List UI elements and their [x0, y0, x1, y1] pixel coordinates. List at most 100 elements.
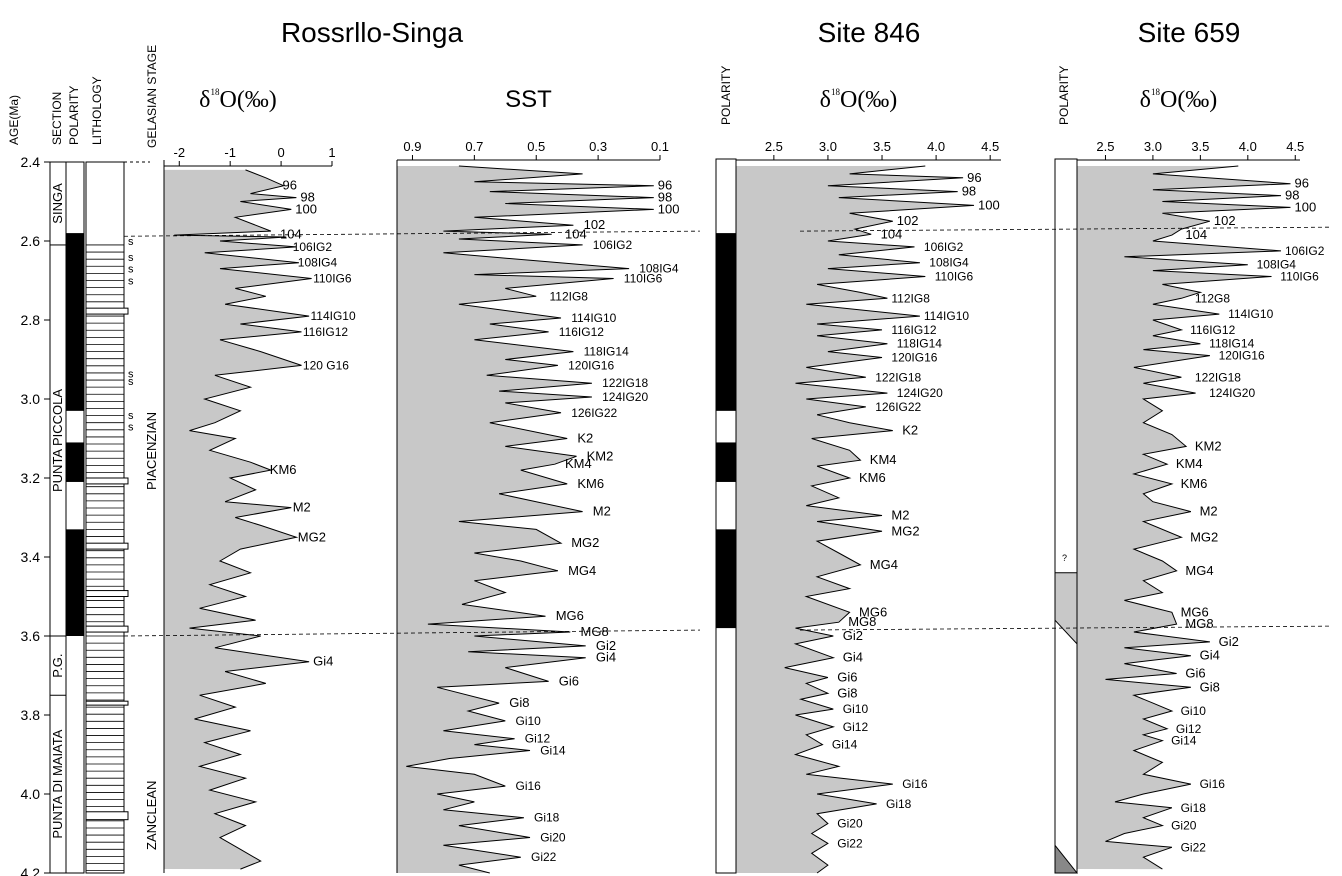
- event-label: 118IG14: [1209, 337, 1254, 351]
- polarity-column-659: [1054, 158, 1078, 874]
- age-tick-label: 2.8: [21, 312, 41, 328]
- event-label: 120IG16: [891, 351, 937, 365]
- event-label: Gi4: [843, 650, 863, 665]
- event-label: Gi12: [525, 732, 551, 746]
- age-axis: AGE(Ma) 2.4 2.6 2.8 3.0 3.2 3.4 3.6 3.8 4.0 4.2: [7, 95, 51, 876]
- section-unit-label: SINGA: [50, 183, 65, 224]
- event-label: Gi6: [1185, 666, 1205, 681]
- x-tick-label: 4.5: [981, 139, 999, 154]
- title-unit: O(‰): [1160, 87, 1217, 113]
- event-label: MG4: [568, 563, 596, 578]
- polarity-label-659: POLARITY: [1057, 66, 1071, 125]
- event-label: MG2: [571, 535, 599, 550]
- x-tick-label: 3.5: [873, 139, 891, 154]
- lithology-protruding-bed: [85, 700, 129, 706]
- age-tick-label: 3.6: [21, 628, 41, 644]
- event-label: Gi22: [531, 850, 557, 864]
- event-label: MG4: [870, 557, 898, 572]
- event-label: MG2: [891, 523, 919, 538]
- title-site-846: Site 846: [818, 17, 921, 48]
- event-label: 108IG4: [929, 256, 969, 270]
- event-label: Gi14: [540, 744, 566, 758]
- age-tick-label: 4.0: [21, 786, 41, 802]
- title-superscript: 18: [210, 87, 220, 97]
- event-label: MG4: [1185, 563, 1213, 578]
- event-label: Gi14: [832, 738, 858, 752]
- event-label: Gi16: [1200, 777, 1226, 791]
- event-label: 106IG2: [593, 238, 633, 252]
- sapropel-marker: s: [128, 376, 134, 388]
- age-tick-label: 3.2: [21, 470, 41, 486]
- stage-boundary-line: [799, 625, 1331, 631]
- sapropel-marker: s: [128, 236, 134, 248]
- event-label: 122IG18: [875, 370, 921, 384]
- event-label: Gi4: [596, 650, 616, 665]
- polarity-normal-chron: [716, 442, 736, 482]
- polarity-normal-chron: [716, 233, 736, 411]
- x-tick-label: 1: [328, 145, 335, 160]
- event-label: M2: [1200, 504, 1218, 519]
- event-label: Gi6: [559, 673, 579, 688]
- event-label: KM4: [870, 452, 897, 467]
- series-area: [164, 169, 312, 870]
- section-label: SECTION: [50, 92, 64, 145]
- event-label: 116IG12: [303, 325, 348, 339]
- event-label: Gi14: [1171, 734, 1197, 748]
- x-tick-label: -1: [224, 145, 236, 160]
- event-label: 124IG20: [897, 386, 943, 400]
- x-tick-label: 2.5: [765, 139, 783, 154]
- event-label: M2: [891, 508, 909, 523]
- stage-boundary-line: [123, 230, 701, 237]
- event-label: 122IG18: [602, 376, 648, 390]
- polarity-question-mark: ?: [1062, 553, 1067, 563]
- event-label: 106IG2: [293, 240, 333, 254]
- event-label: Gi10: [1181, 704, 1207, 718]
- title-unit: O(‰): [219, 87, 276, 113]
- event-label: Gi16: [516, 779, 542, 793]
- event-label: Gi8: [1200, 679, 1220, 694]
- title-superscript: 18: [831, 87, 841, 97]
- title-unit: O(‰): [840, 87, 897, 113]
- section-unit-label: P.G.: [50, 653, 65, 677]
- event-label: 114IG10: [571, 311, 616, 325]
- event-label: 126IG22: [875, 400, 921, 414]
- event-label: KM6: [270, 462, 297, 477]
- event-label: Gi12: [1176, 722, 1202, 736]
- event-label: Gi20: [1171, 819, 1197, 833]
- event-label: 100: [295, 201, 317, 216]
- age-tick-label: 2.6: [21, 233, 41, 249]
- event-label: 98: [658, 190, 672, 205]
- stage-boundary-line: [799, 226, 1331, 232]
- x-tick-label: 2.5: [1096, 139, 1114, 154]
- x-tick-label: 0.9: [403, 139, 421, 154]
- panel-title: SST: [505, 86, 552, 113]
- x-tick-label: 0.1: [651, 139, 669, 154]
- event-label: 112G8: [1195, 291, 1230, 305]
- x-tick-label: 0.3: [589, 139, 607, 154]
- event-label: MG6: [556, 608, 584, 623]
- panel-title: δ18O(‰): [820, 87, 898, 113]
- event-label: Gi18: [886, 797, 912, 811]
- lithology-protruding-bed: [85, 811, 129, 821]
- event-label: Gi2: [596, 638, 616, 653]
- event-label: 98: [1285, 188, 1299, 203]
- age-tick-label: 3.0: [21, 391, 41, 407]
- event-label: Gi22: [1181, 840, 1207, 854]
- event-label: 124IG20: [1209, 386, 1255, 400]
- event-label: 108IG4: [298, 256, 338, 270]
- event-label: MG8: [848, 614, 876, 629]
- sapropel-marker: s: [128, 252, 134, 264]
- event-label: 104: [565, 226, 587, 241]
- event-label: Gi10: [843, 702, 869, 716]
- event-label: MG6: [1181, 604, 1209, 619]
- event-label: 124IG20: [602, 390, 648, 404]
- event-label: 96: [1295, 176, 1309, 191]
- section-unit-label: PUNTA PICCOLA: [50, 389, 65, 492]
- event-label: Gi18: [534, 811, 560, 825]
- event-label: Gi8: [837, 685, 857, 700]
- series-line: [406, 165, 654, 874]
- event-label: KM4: [565, 456, 592, 471]
- title-delta: δ: [199, 87, 210, 113]
